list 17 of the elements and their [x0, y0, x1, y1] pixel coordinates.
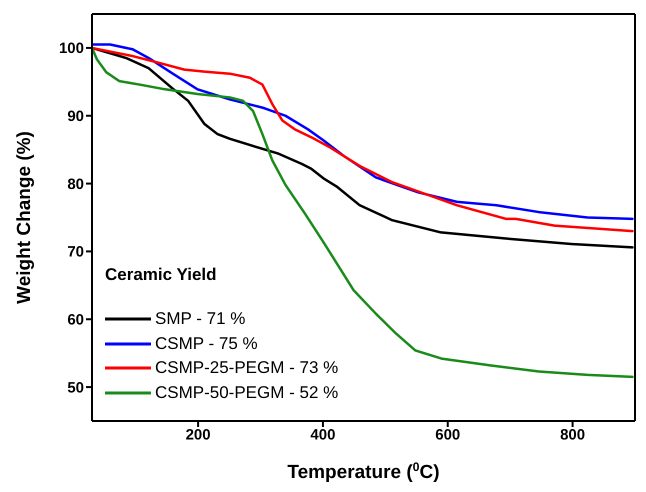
legend-label: CSMP - 75 %: [155, 334, 258, 354]
y-tick-label: 60: [67, 312, 84, 329]
x-axis-title: Temperature ($^{0}$C): [287, 460, 440, 483]
y-tick-label: 50: [67, 379, 84, 396]
y-tick-label: 80: [67, 176, 84, 193]
legend-label: SMP - 71 %: [155, 309, 246, 330]
x-tick-label: 800: [560, 426, 586, 444]
y-tick-label: 90: [67, 108, 84, 126]
y-tick-label: 70: [67, 244, 84, 261]
legend-label: CSMP-50-PEGM - 52 %: [155, 382, 338, 403]
y-tick-label: 100: [58, 40, 84, 58]
x-tick-label: 400: [310, 426, 336, 444]
x-tick-label: 200: [186, 426, 211, 444]
legend-title: Ceramic Yield: [105, 265, 218, 285]
legend-label: CSMP-25-PEGM - 73 %: [155, 358, 338, 378]
y-axis-title: Weight Change (%): [14, 131, 35, 304]
x-tick-label: 600: [435, 426, 460, 444]
